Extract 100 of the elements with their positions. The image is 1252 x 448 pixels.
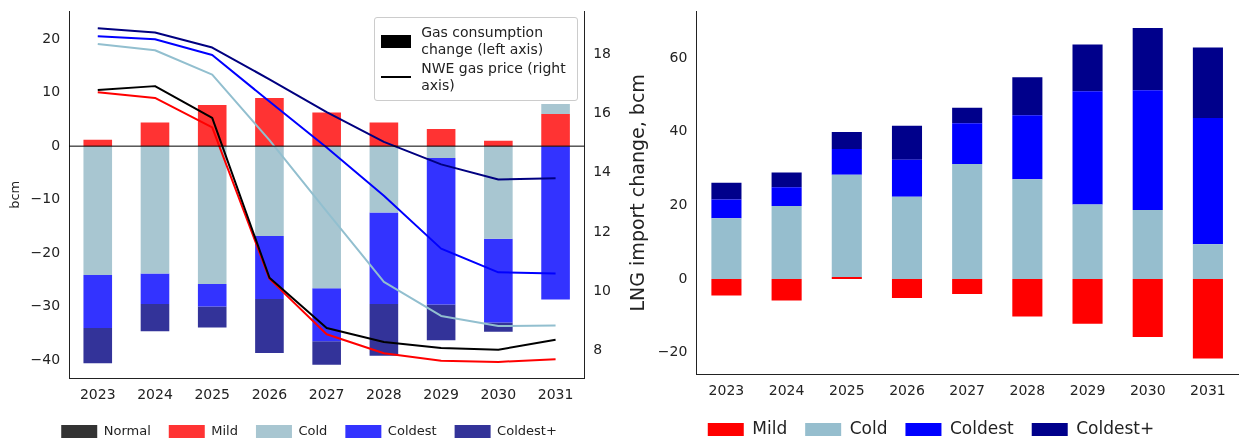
y-tick-label: 20 (42, 29, 61, 46)
bar (1192, 244, 1223, 279)
y2-tick-label: 8 (593, 341, 603, 358)
y-tick-label: 20 (669, 195, 688, 212)
bar (426, 304, 456, 341)
x-tick-label: 2025 (194, 386, 231, 403)
bar (952, 278, 983, 294)
x-tick-label: 2030 (1129, 382, 1166, 399)
bar (1072, 278, 1103, 324)
bar (426, 146, 456, 158)
bar (1012, 77, 1043, 116)
bar (140, 146, 170, 274)
x-tick-label: 2024 (137, 386, 173, 403)
annotation: NWE gas price (right axis) (421, 60, 567, 95)
y2-tick-label: 14 (593, 163, 612, 180)
y-tick-label: 0 (51, 136, 61, 153)
annotation: Gas consumption change (left axis) (421, 24, 545, 59)
y2-tick-label: 18 (593, 44, 612, 61)
y-tick-label: −10 (30, 190, 61, 207)
bar (1012, 278, 1043, 317)
bar (891, 278, 923, 299)
x-tick-label: 2028 (366, 386, 402, 403)
y-tick-label: 40 (669, 122, 688, 139)
x-tick-label: 2027 (949, 382, 985, 399)
bar (426, 157, 456, 305)
bar (1132, 90, 1163, 211)
x-tick-label: 2029 (423, 386, 459, 403)
bar (197, 306, 227, 328)
bar (1132, 27, 1163, 91)
bar (255, 146, 284, 236)
bar (541, 114, 570, 147)
y-tick-label: 60 (669, 48, 688, 65)
bar (711, 278, 742, 296)
bar (140, 122, 170, 147)
bar (1132, 278, 1163, 338)
y-axis-title: bcm (7, 180, 23, 209)
y-axis-title: LNG import change, bcm (626, 74, 649, 312)
bar (1072, 204, 1103, 279)
bar (541, 146, 570, 300)
x-tick-label: 2031 (1190, 382, 1226, 399)
bar (484, 146, 513, 239)
bar (140, 303, 170, 332)
legend-label: Normal (103, 422, 151, 438)
y-tick-label: −40 (30, 350, 61, 367)
legend-label: Mild (211, 422, 238, 438)
bar (1072, 44, 1103, 92)
x-tick-label: 2026 (889, 382, 925, 399)
bar (255, 299, 284, 354)
bar (1192, 278, 1223, 359)
x-tick-label: 2028 (1009, 382, 1046, 399)
bar (369, 212, 399, 304)
legend-label: Cold (298, 422, 328, 438)
bar (831, 149, 862, 175)
bar (771, 278, 802, 301)
bar (83, 146, 113, 275)
x-tick-label: 2031 (537, 386, 574, 403)
bar (952, 164, 983, 279)
x-tick-label: 2027 (308, 386, 345, 403)
bar (312, 146, 341, 289)
bar (312, 288, 341, 342)
bar (952, 123, 983, 165)
legend-label: Mild (752, 417, 788, 438)
x-tick-label: 2025 (828, 382, 865, 399)
bar (255, 235, 284, 300)
legend-label: Coldest (949, 417, 1015, 438)
bar (1012, 179, 1043, 279)
legend-label: Coldest+ (1076, 417, 1155, 438)
x-tick-label: 2023 (708, 382, 745, 399)
bar (426, 129, 456, 147)
y-tick-label: −20 (30, 243, 61, 260)
y2-tick-label: 16 (593, 104, 612, 121)
x-tick-label: 2030 (480, 386, 517, 403)
x-tick-label: 2023 (79, 386, 116, 403)
legend-label: Coldest (387, 422, 437, 438)
bar (1192, 47, 1223, 119)
bar (711, 199, 742, 219)
bar (771, 172, 802, 188)
bar (369, 303, 399, 356)
bar (1012, 115, 1043, 180)
key-box: Gas consumption change (left axis) NWE gas price (right axis) (374, 17, 579, 102)
y2-tick-label: 10 (593, 281, 612, 298)
bar (891, 125, 923, 160)
bar (484, 238, 513, 323)
bar (312, 112, 341, 147)
bar (83, 275, 113, 328)
bar (369, 146, 399, 213)
bar (831, 174, 862, 278)
bar (952, 107, 983, 124)
bar (140, 273, 170, 304)
bar (197, 284, 227, 307)
bar (711, 218, 742, 279)
bar (771, 206, 802, 279)
bar (197, 146, 227, 285)
y-tick-label: 10 (42, 83, 61, 100)
x-tick-label: 2029 (1069, 382, 1106, 399)
bar (891, 159, 923, 197)
bar (83, 327, 113, 364)
bar (541, 103, 570, 115)
bar (255, 98, 284, 147)
bar (312, 341, 341, 365)
